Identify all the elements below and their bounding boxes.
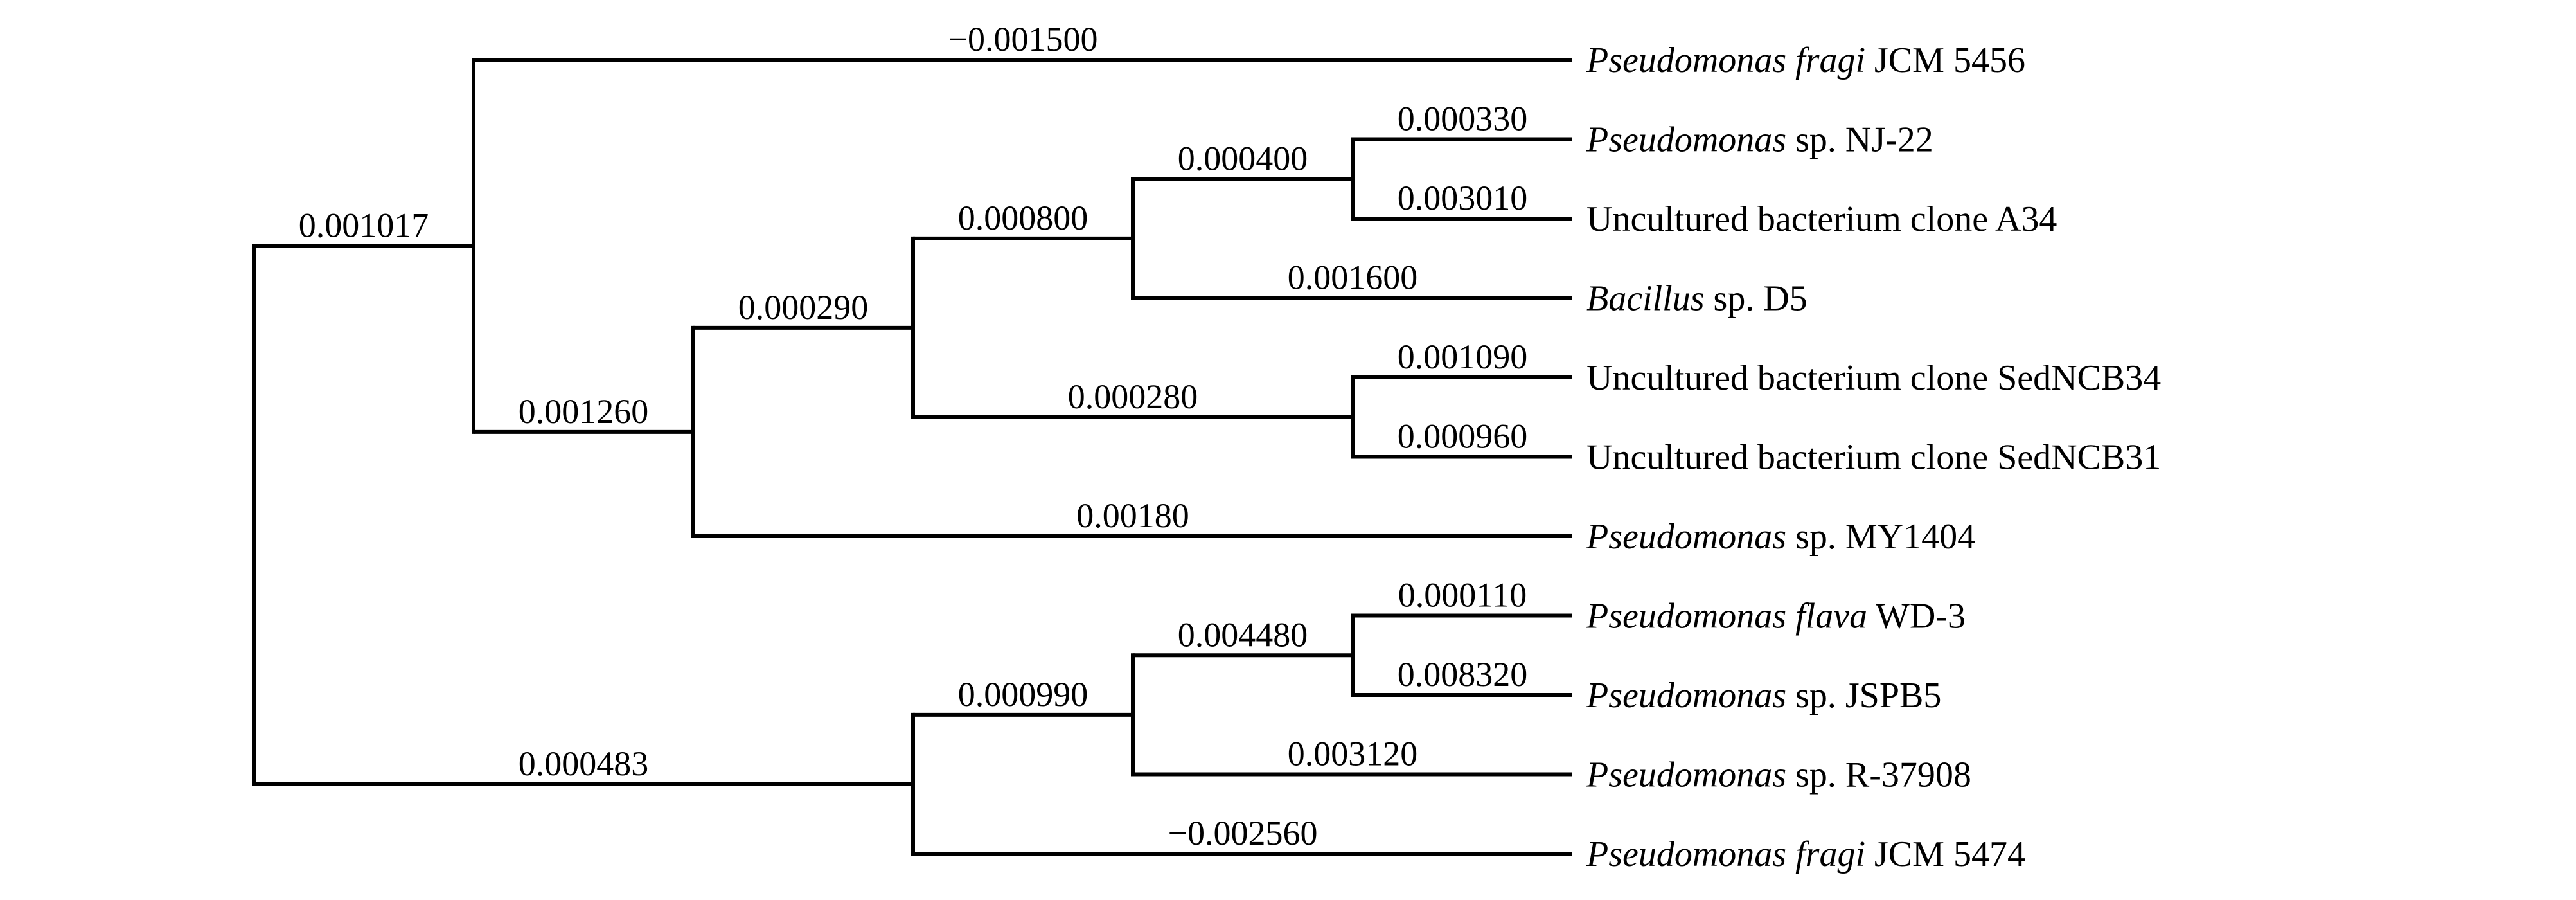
- branch-length-label: 0.000990: [958, 675, 1088, 714]
- branch-length-label: 0.000280: [1068, 377, 1198, 416]
- branch-length-label: 0.000110: [1398, 576, 1527, 615]
- branch-length-label: 0.001260: [519, 392, 649, 431]
- branch-length-label: 0.003120: [1288, 735, 1418, 773]
- taxon-name-roman-part: sp. R-37908: [1786, 755, 1971, 795]
- branch-length-label: 0.000290: [738, 288, 869, 327]
- taxon-label: Pseudomonas sp. NJ-22: [1586, 120, 1933, 160]
- taxon-label: Uncultured bacterium clone SedNCB34: [1586, 358, 2161, 398]
- taxon-name-roman-part: sp. MY1404: [1786, 517, 1975, 557]
- taxon-name-italic-part: Pseudomonas fragi: [1586, 834, 1865, 874]
- branch-length-label: 0.008320: [1398, 655, 1528, 694]
- branch-length-label: 0.000800: [958, 199, 1088, 237]
- taxon-label: Bacillus sp. D5: [1586, 279, 1808, 319]
- branch-length-label: 0.000330: [1398, 100, 1528, 138]
- branch-length-label: −0.001500: [948, 20, 1098, 59]
- taxon-name-roman-part: JCM 5474: [1865, 834, 2025, 874]
- taxon-label: Uncultured bacterium clone SedNCB31: [1586, 438, 2161, 478]
- taxon-name-roman-part: sp. JSPB5: [1786, 676, 1941, 716]
- branch-length-label: 0.001090: [1398, 338, 1528, 376]
- branch-length-label: 0.000483: [519, 744, 649, 783]
- taxon-name-italic-part: Pseudomonas: [1586, 676, 1786, 716]
- taxon-label: Pseudomonas flava WD-3: [1586, 597, 1966, 636]
- taxon-label: Pseudomonas sp. MY1404: [1586, 517, 1975, 557]
- taxon-name-italic-part: Pseudomonas: [1586, 120, 1786, 160]
- taxon-name-roman-part: WD-3: [1867, 597, 1966, 636]
- branch-length-label: 0.004480: [1178, 615, 1308, 654]
- branch-length-label: 0.003010: [1398, 179, 1528, 217]
- taxon-name-roman-part: Uncultured bacterium clone A34: [1586, 199, 2057, 239]
- taxon-name-roman-part: sp. D5: [1705, 279, 1808, 319]
- taxon-name-roman-part: Uncultured bacterium clone SedNCB34: [1586, 358, 2161, 398]
- branch-length-label: −0.002560: [1168, 814, 1318, 852]
- taxon-name-roman-part: JCM 5456: [1865, 40, 2025, 80]
- branch-length-label: 0.001017: [299, 206, 429, 244]
- branch-length-label: 0.000400: [1178, 139, 1308, 177]
- taxon-name-italic-part: Pseudomonas flava: [1586, 597, 1867, 636]
- taxon-name-italic-part: Pseudomonas: [1586, 755, 1786, 795]
- taxon-name-italic-part: Pseudomonas: [1586, 517, 1786, 557]
- taxon-label: Pseudomonas sp. JSPB5: [1586, 676, 1941, 716]
- taxon-label: Pseudomonas sp. R-37908: [1586, 755, 1971, 795]
- taxon-name-italic-part: Pseudomonas fragi: [1586, 40, 1865, 80]
- taxon-label: Pseudomonas fragi JCM 5474: [1586, 834, 2025, 874]
- taxon-name-roman-part: sp. NJ-22: [1786, 120, 1933, 160]
- branch-length-label: 0.001600: [1288, 258, 1418, 297]
- taxon-label: Pseudomonas fragi JCM 5456: [1586, 40, 2025, 80]
- taxon-name-italic-part: Bacillus: [1586, 279, 1705, 319]
- branch-length-label: 0.000960: [1398, 417, 1528, 456]
- branch-length-label: 0.00180: [1076, 496, 1189, 535]
- taxon-label: Uncultured bacterium clone A34: [1586, 199, 2057, 239]
- taxon-name-roman-part: Uncultured bacterium clone SedNCB31: [1586, 438, 2161, 478]
